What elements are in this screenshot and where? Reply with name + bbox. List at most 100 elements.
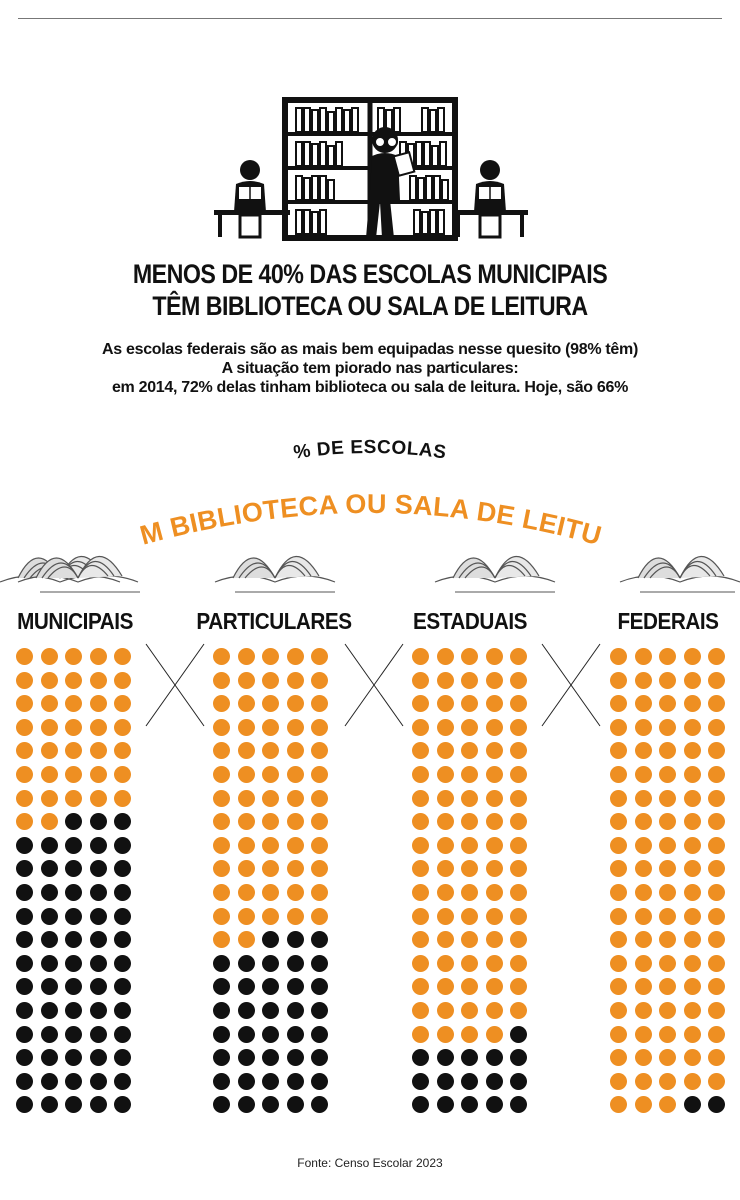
waffle-dot — [708, 718, 725, 736]
waffle-dot — [262, 695, 279, 713]
waffle-dot — [114, 1025, 131, 1043]
waffle-dot — [262, 1096, 279, 1114]
waffle-dot — [40, 742, 58, 760]
waffle-dot — [461, 884, 478, 901]
waffle-dot — [89, 1025, 107, 1043]
waffle-dot — [286, 1072, 304, 1090]
waffle-dot — [65, 671, 82, 689]
waffle-dot — [461, 766, 478, 783]
waffle-dot — [634, 1002, 652, 1019]
waffle-dot — [213, 789, 230, 807]
waffle-dot — [412, 718, 429, 736]
waffle-dot — [510, 742, 527, 760]
waffle-dot — [286, 813, 304, 831]
waffle-dot — [708, 1072, 725, 1090]
waffle-dot — [610, 742, 627, 760]
waffle-dot — [262, 860, 279, 878]
waffle-dot — [65, 1096, 82, 1114]
waffle-dot — [286, 954, 304, 972]
waffle-dot — [683, 718, 701, 736]
waffle-dot — [16, 766, 33, 783]
waffle-dot — [40, 671, 58, 689]
waffle-dot — [412, 1002, 429, 1019]
waffle-dot — [683, 860, 701, 878]
waffle-dot — [610, 789, 627, 807]
chart-title: % DE ESCOLAS COM BIBLIOTECA OU SALA DE L… — [0, 425, 604, 551]
waffle-dot — [89, 907, 107, 925]
waffle-dot — [213, 954, 230, 972]
waffle-dot — [65, 836, 82, 854]
library-illustration — [214, 97, 528, 241]
waffle-dot — [412, 954, 429, 972]
waffle-dot — [213, 1002, 230, 1019]
waffle-dot — [510, 1025, 527, 1043]
waffle-dot — [40, 978, 58, 996]
waffle-dot — [40, 813, 58, 831]
waffle-dot — [114, 789, 131, 807]
waffle-dot — [40, 1002, 58, 1019]
waffle-dot — [16, 1002, 33, 1019]
waffle-dot — [485, 836, 503, 854]
waffle-dot — [461, 954, 478, 972]
waffle-dot — [461, 1049, 478, 1067]
waffle-dot — [286, 742, 304, 760]
waffle-dot — [510, 836, 527, 854]
waffle-dot — [40, 954, 58, 972]
waffle-dot — [708, 1096, 725, 1114]
waffle-dot — [213, 1096, 230, 1114]
waffle-dot — [412, 1025, 429, 1043]
waffle-dot — [412, 978, 429, 996]
waffle-dot — [461, 648, 478, 665]
waffle-dot — [634, 978, 652, 996]
waffle-dot — [510, 766, 527, 783]
waffle-dot — [114, 813, 131, 831]
waffle-dot — [65, 1072, 82, 1090]
waffle-dot — [40, 766, 58, 783]
waffle-dot — [461, 1025, 478, 1043]
waffle-dot — [683, 1025, 701, 1043]
waffle-dot — [510, 954, 527, 972]
waffle-dot — [659, 978, 676, 996]
waffle-dot — [610, 836, 627, 854]
waffle-dot — [510, 907, 527, 925]
waffle-dot — [683, 671, 701, 689]
waffle-dot — [65, 884, 82, 901]
waffle-dot — [262, 813, 279, 831]
subtext: As escolas federais são as mais bem equi… — [20, 340, 720, 397]
waffle-dot — [237, 884, 255, 901]
waffle-dot — [65, 695, 82, 713]
headline-line-2: TÊM BIBLIOTECA OU SALA DE LEITURA — [152, 291, 588, 321]
waffle-dot — [213, 813, 230, 831]
waffle-dot — [610, 1002, 627, 1019]
waffle-dot — [65, 766, 82, 783]
waffle-dot — [412, 836, 429, 854]
waffle-dot — [412, 884, 429, 901]
waffle-dot — [708, 766, 725, 783]
waffle-dot — [659, 1025, 676, 1043]
waffle-dot — [436, 907, 454, 925]
waffle-dot — [610, 978, 627, 996]
waffle-dot — [262, 671, 279, 689]
standing-reader-icon — [366, 127, 416, 238]
waffle-dot — [510, 718, 527, 736]
waffle-dot — [311, 907, 328, 925]
waffle-dot — [311, 931, 328, 949]
category-label-federais: FEDERAIS — [617, 608, 719, 634]
waffle-dot — [659, 813, 676, 831]
category-label-estaduais: ESTADUAIS — [412, 608, 528, 634]
waffle-dot — [634, 884, 652, 901]
waffle-dot — [40, 860, 58, 878]
waffle-dot — [286, 931, 304, 949]
waffle-dot — [262, 836, 279, 854]
waffle-dot — [213, 860, 230, 878]
waffle-dot — [412, 671, 429, 689]
waffle-dot — [708, 648, 725, 665]
waffle-dot — [65, 742, 82, 760]
waffle-dot — [237, 978, 255, 996]
waffle-dot — [510, 671, 527, 689]
waffle-dot — [659, 1002, 676, 1019]
waffle-dot — [286, 789, 304, 807]
waffle-dot — [510, 1096, 527, 1114]
waffle-dot — [708, 1049, 725, 1067]
waffle-dot — [510, 789, 527, 807]
